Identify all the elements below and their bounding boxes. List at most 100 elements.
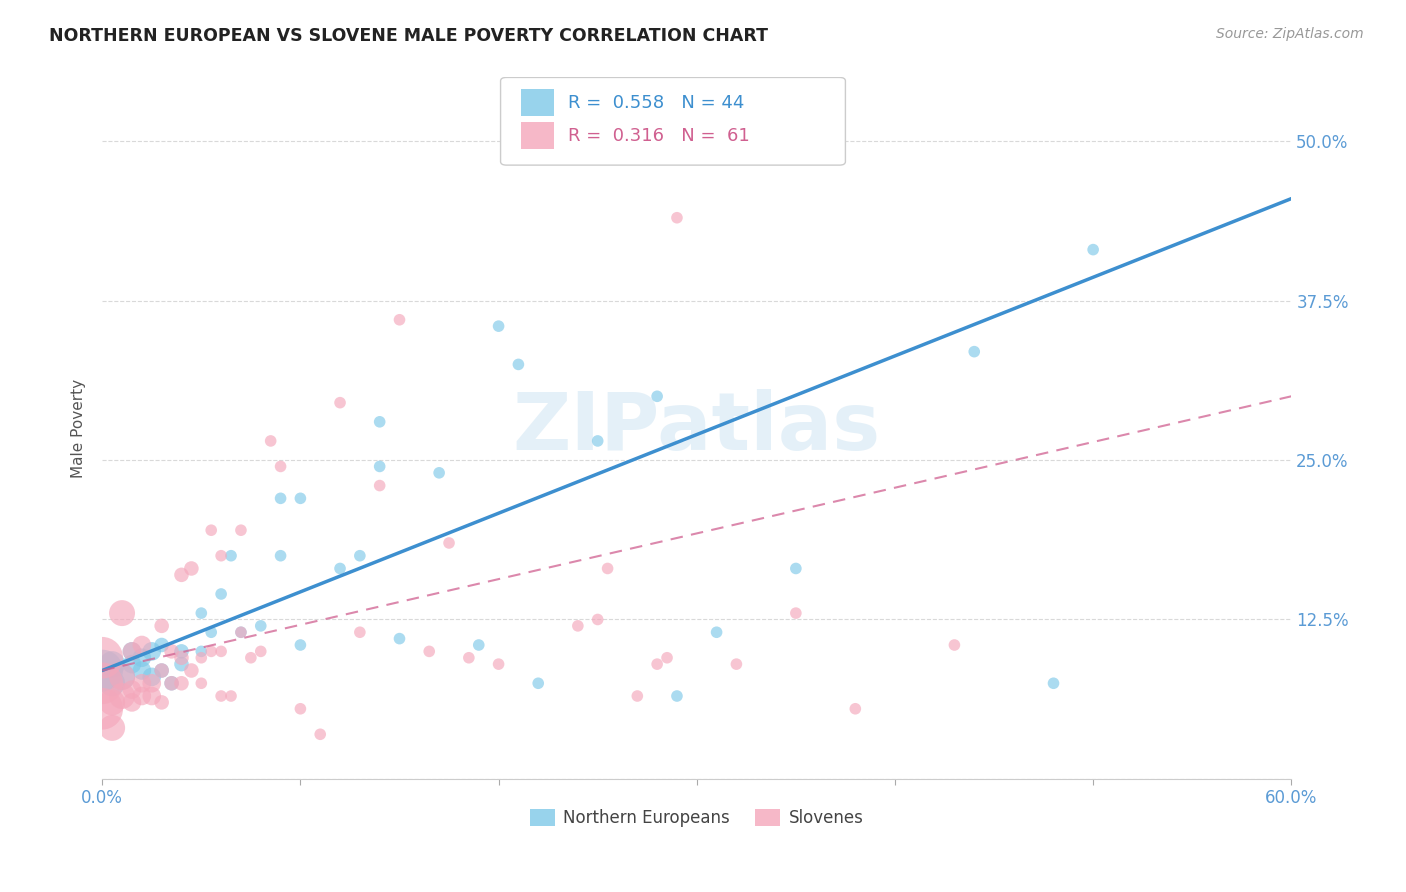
Northern Europeans bbox=[508, 358, 530, 372]
Slovenes bbox=[725, 657, 748, 672]
Slovenes bbox=[368, 478, 391, 492]
Slovenes bbox=[91, 676, 114, 690]
Bar bbox=[520, 122, 554, 149]
Slovenes bbox=[229, 625, 252, 640]
Northern Europeans bbox=[131, 650, 153, 665]
Legend: Northern Europeans, Slovenes: Northern Europeans, Slovenes bbox=[523, 802, 870, 834]
Northern Europeans bbox=[270, 549, 292, 563]
Northern Europeans bbox=[349, 549, 371, 563]
Slovenes bbox=[249, 644, 271, 658]
Slovenes bbox=[101, 721, 124, 735]
Northern Europeans bbox=[249, 619, 271, 633]
Northern Europeans bbox=[368, 415, 391, 429]
Slovenes bbox=[150, 619, 173, 633]
Northern Europeans bbox=[1081, 243, 1104, 257]
Slovenes bbox=[180, 664, 202, 678]
Text: R =  0.558   N = 44: R = 0.558 N = 44 bbox=[568, 94, 745, 112]
Slovenes bbox=[111, 689, 134, 703]
Northern Europeans bbox=[219, 549, 242, 563]
Northern Europeans bbox=[160, 676, 183, 690]
Text: R =  0.316   N =  61: R = 0.316 N = 61 bbox=[568, 127, 749, 145]
Slovenes bbox=[229, 523, 252, 537]
Northern Europeans bbox=[111, 670, 134, 684]
Northern Europeans bbox=[190, 644, 212, 658]
Slovenes bbox=[131, 689, 153, 703]
Bar bbox=[520, 89, 554, 116]
Text: Source: ZipAtlas.com: Source: ZipAtlas.com bbox=[1216, 27, 1364, 41]
Slovenes bbox=[457, 650, 479, 665]
Slovenes bbox=[200, 523, 222, 537]
Slovenes bbox=[141, 689, 163, 703]
Y-axis label: Male Poverty: Male Poverty bbox=[72, 378, 86, 478]
Slovenes bbox=[329, 395, 352, 409]
Slovenes bbox=[91, 650, 114, 665]
Northern Europeans bbox=[586, 434, 609, 448]
Northern Europeans bbox=[427, 466, 450, 480]
Northern Europeans bbox=[200, 625, 222, 640]
Northern Europeans bbox=[170, 644, 193, 658]
Slovenes bbox=[645, 657, 668, 672]
FancyBboxPatch shape bbox=[501, 78, 845, 165]
Northern Europeans bbox=[665, 689, 688, 703]
Northern Europeans bbox=[785, 561, 807, 575]
Slovenes bbox=[270, 459, 292, 474]
Slovenes bbox=[388, 312, 411, 326]
Slovenes bbox=[209, 549, 232, 563]
Northern Europeans bbox=[150, 638, 173, 652]
Northern Europeans bbox=[121, 644, 143, 658]
Slovenes bbox=[260, 434, 283, 448]
Slovenes bbox=[209, 689, 232, 703]
Slovenes bbox=[665, 211, 688, 225]
Slovenes bbox=[131, 676, 153, 690]
Northern Europeans bbox=[121, 657, 143, 672]
Slovenes bbox=[239, 650, 262, 665]
Slovenes bbox=[290, 702, 312, 716]
Northern Europeans bbox=[270, 491, 292, 506]
Slovenes bbox=[91, 702, 114, 716]
Northern Europeans bbox=[229, 625, 252, 640]
Slovenes bbox=[488, 657, 510, 672]
Slovenes bbox=[121, 682, 143, 697]
Northern Europeans bbox=[645, 389, 668, 403]
Slovenes bbox=[349, 625, 371, 640]
Northern Europeans bbox=[150, 664, 173, 678]
Slovenes bbox=[121, 695, 143, 709]
Text: ZIPatlas: ZIPatlas bbox=[513, 389, 882, 467]
Slovenes bbox=[209, 644, 232, 658]
Slovenes bbox=[111, 606, 134, 620]
Northern Europeans bbox=[290, 491, 312, 506]
Slovenes bbox=[170, 650, 193, 665]
Northern Europeans bbox=[91, 664, 114, 678]
Slovenes bbox=[655, 650, 678, 665]
Slovenes bbox=[150, 695, 173, 709]
Text: NORTHERN EUROPEAN VS SLOVENE MALE POVERTY CORRELATION CHART: NORTHERN EUROPEAN VS SLOVENE MALE POVERT… bbox=[49, 27, 768, 45]
Slovenes bbox=[200, 644, 222, 658]
Slovenes bbox=[131, 638, 153, 652]
Slovenes bbox=[943, 638, 966, 652]
Northern Europeans bbox=[527, 676, 550, 690]
Northern Europeans bbox=[488, 319, 510, 334]
Slovenes bbox=[586, 612, 609, 626]
Slovenes bbox=[596, 561, 619, 575]
Northern Europeans bbox=[388, 632, 411, 646]
Northern Europeans bbox=[1042, 676, 1064, 690]
Slovenes bbox=[219, 689, 242, 703]
Northern Europeans bbox=[190, 606, 212, 620]
Northern Europeans bbox=[170, 657, 193, 672]
Slovenes bbox=[150, 664, 173, 678]
Slovenes bbox=[141, 676, 163, 690]
Slovenes bbox=[418, 644, 440, 658]
Slovenes bbox=[437, 536, 460, 550]
Northern Europeans bbox=[290, 638, 312, 652]
Slovenes bbox=[844, 702, 866, 716]
Northern Europeans bbox=[101, 676, 124, 690]
Northern Europeans bbox=[329, 561, 352, 575]
Northern Europeans bbox=[209, 587, 232, 601]
Slovenes bbox=[170, 567, 193, 582]
Slovenes bbox=[160, 676, 183, 690]
Northern Europeans bbox=[131, 664, 153, 678]
Slovenes bbox=[785, 606, 807, 620]
Slovenes bbox=[567, 619, 589, 633]
Northern Europeans bbox=[368, 459, 391, 474]
Northern Europeans bbox=[101, 657, 124, 672]
